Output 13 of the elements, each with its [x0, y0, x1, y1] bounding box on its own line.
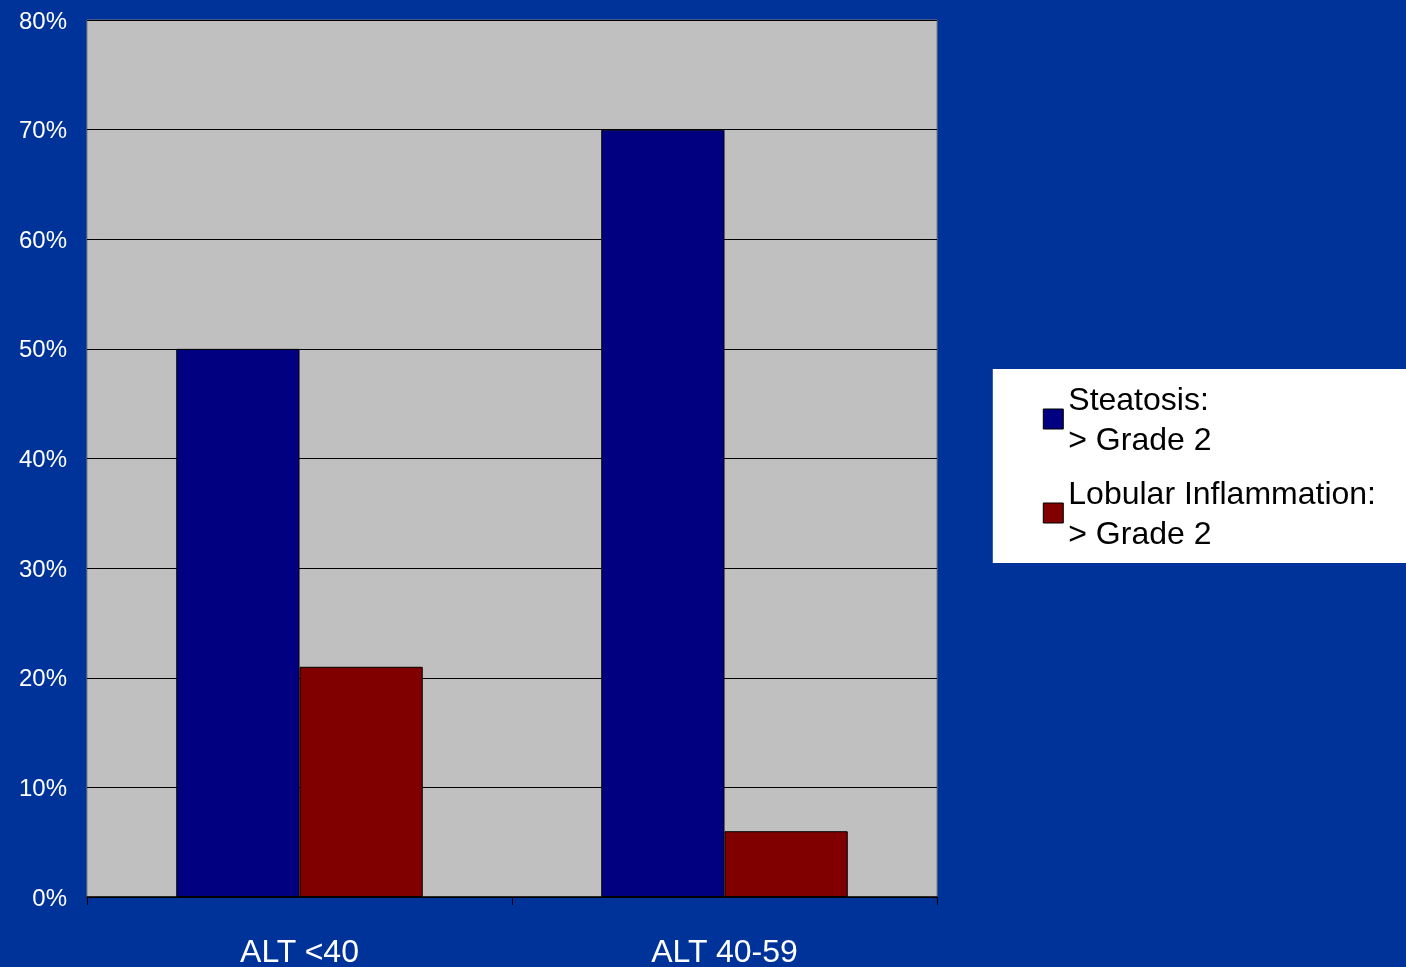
y-tick-label: 80% [18, 6, 67, 34]
y-tick-label: 50% [18, 335, 67, 363]
x-tick-label: ALT <40 [240, 933, 359, 967]
y-tick-label: 40% [18, 445, 67, 472]
x-tick-label: ALT 40-59 [651, 933, 798, 967]
y-tick-label: 20% [18, 664, 67, 692]
y-tick-label: 10% [18, 773, 67, 801]
y-tick-label: 0% [32, 883, 67, 911]
y-tick-label: 70% [18, 116, 67, 144]
y-tick-label: 60% [18, 225, 67, 253]
legend-label: Lobular Inflammation: > Grade 2 [1068, 475, 1376, 551]
y-tick-label: 30% [18, 554, 67, 582]
legend-label: Steatosis: > Grade 2 [1068, 381, 1212, 457]
